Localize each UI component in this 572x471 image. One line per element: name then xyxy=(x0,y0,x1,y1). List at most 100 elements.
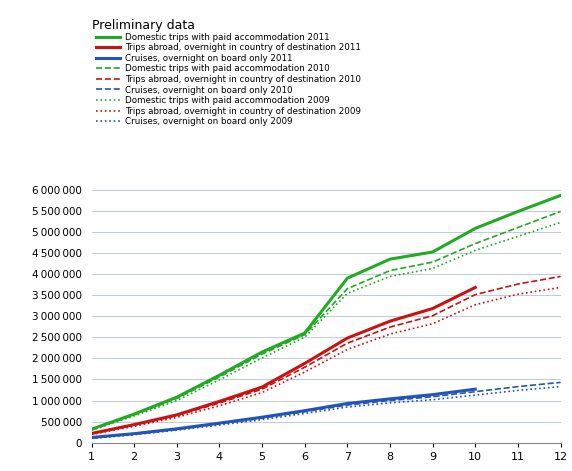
Domestic trips with paid accommodation 2011 xyxy=(344,276,351,281)
Trips abroad, overnight in country of destination 2010 xyxy=(514,281,521,287)
Line: Trips abroad, overnight in country of destination 2009: Trips abroad, overnight in country of de… xyxy=(92,287,561,435)
Cruises, overnight on board only 2011 xyxy=(472,386,479,392)
Trips abroad, overnight in country of destination 2009 xyxy=(88,432,95,438)
Domestic trips with paid accommodation 2009 xyxy=(472,247,479,253)
Domestic trips with paid accommodation 2010 xyxy=(387,268,394,273)
Trips abroad, overnight in country of destination 2011 xyxy=(344,335,351,341)
Line: Cruises, overnight on board only 2010: Cruises, overnight on board only 2010 xyxy=(92,382,561,438)
Cruises, overnight on board only 2009 xyxy=(429,397,436,403)
Trips abroad, overnight in country of destination 2010 xyxy=(344,341,351,346)
Trips abroad, overnight in country of destination 2011 xyxy=(259,384,265,390)
Cruises, overnight on board only 2010 xyxy=(88,435,95,441)
Cruises, overnight on board only 2011 xyxy=(88,435,95,440)
Cruises, overnight on board only 2009 xyxy=(557,384,564,390)
Trips abroad, overnight in country of destination 2009 xyxy=(514,292,521,297)
Line: Cruises, overnight on board only 2011: Cruises, overnight on board only 2011 xyxy=(92,389,475,438)
Cruises, overnight on board only 2010 xyxy=(429,394,436,399)
Domestic trips with paid accommodation 2009 xyxy=(429,266,436,271)
Line: Domestic trips with paid accommodation 2011: Domestic trips with paid accommodation 2… xyxy=(92,195,561,429)
Cruises, overnight on board only 2011 xyxy=(429,392,436,398)
Domestic trips with paid accommodation 2009 xyxy=(131,413,138,419)
Domestic trips with paid accommodation 2009 xyxy=(514,234,521,239)
Trips abroad, overnight in country of destination 2010 xyxy=(259,386,265,392)
Trips abroad, overnight in country of destination 2011 xyxy=(173,412,180,418)
Trips abroad, overnight in country of destination 2011 xyxy=(216,398,223,404)
Domestic trips with paid accommodation 2010 xyxy=(88,427,95,433)
Cruises, overnight on board only 2010 xyxy=(514,384,521,390)
Domestic trips with paid accommodation 2010 xyxy=(173,396,180,401)
Trips abroad, overnight in country of destination 2010 xyxy=(88,431,95,437)
Line: Trips abroad, overnight in country of destination 2010: Trips abroad, overnight in country of de… xyxy=(92,276,561,434)
Trips abroad, overnight in country of destination 2009 xyxy=(131,423,138,429)
Cruises, overnight on board only 2010 xyxy=(173,427,180,432)
Trips abroad, overnight in country of destination 2011 xyxy=(131,422,138,427)
Trips abroad, overnight in country of destination 2011 xyxy=(301,361,308,366)
Legend: Domestic trips with paid accommodation 2011, Trips abroad, overnight in country : Domestic trips with paid accommodation 2… xyxy=(96,32,361,126)
Domestic trips with paid accommodation 2010 xyxy=(472,241,479,246)
Cruises, overnight on board only 2010 xyxy=(344,402,351,408)
Trips abroad, overnight in country of destination 2009 xyxy=(301,369,308,375)
Trips abroad, overnight in country of destination 2009 xyxy=(472,302,479,308)
Trips abroad, overnight in country of destination 2010 xyxy=(131,422,138,428)
Domestic trips with paid accommodation 2010 xyxy=(557,209,564,214)
Cruises, overnight on board only 2011 xyxy=(216,420,223,426)
Cruises, overnight on board only 2009 xyxy=(88,436,95,441)
Trips abroad, overnight in country of destination 2010 xyxy=(429,313,436,318)
Cruises, overnight on board only 2009 xyxy=(514,388,521,393)
Domestic trips with paid accommodation 2011 xyxy=(472,226,479,231)
Cruises, overnight on board only 2011 xyxy=(344,401,351,406)
Domestic trips with paid accommodation 2010 xyxy=(301,332,308,338)
Trips abroad, overnight in country of destination 2010 xyxy=(472,292,479,298)
Domestic trips with paid accommodation 2011 xyxy=(514,209,521,214)
Trips abroad, overnight in country of destination 2009 xyxy=(387,331,394,337)
Domestic trips with paid accommodation 2009 xyxy=(301,334,308,340)
Cruises, overnight on board only 2009 xyxy=(472,392,479,398)
Domestic trips with paid accommodation 2010 xyxy=(429,260,436,265)
Cruises, overnight on board only 2010 xyxy=(387,398,394,403)
Cruises, overnight on board only 2011 xyxy=(387,396,394,402)
Domestic trips with paid accommodation 2011 xyxy=(88,426,95,432)
Domestic trips with paid accommodation 2010 xyxy=(131,412,138,418)
Domestic trips with paid accommodation 2009 xyxy=(216,377,223,382)
Trips abroad, overnight in country of destination 2009 xyxy=(216,403,223,409)
Domestic trips with paid accommodation 2010 xyxy=(259,351,265,357)
Domestic trips with paid accommodation 2009 xyxy=(557,219,564,225)
Trips abroad, overnight in country of destination 2011 xyxy=(387,318,394,324)
Cruises, overnight on board only 2010 xyxy=(472,389,479,395)
Line: Cruises, overnight on board only 2009: Cruises, overnight on board only 2009 xyxy=(92,387,561,439)
Domestic trips with paid accommodation 2010 xyxy=(216,374,223,380)
Cruises, overnight on board only 2009 xyxy=(301,411,308,416)
Cruises, overnight on board only 2010 xyxy=(216,421,223,427)
Text: Preliminary data: Preliminary data xyxy=(92,19,194,32)
Domestic trips with paid accommodation 2011 xyxy=(387,256,394,262)
Domestic trips with paid accommodation 2011 xyxy=(216,373,223,378)
Trips abroad, overnight in country of destination 2010 xyxy=(301,365,308,370)
Trips abroad, overnight in country of destination 2009 xyxy=(173,414,180,420)
Domestic trips with paid accommodation 2009 xyxy=(344,291,351,296)
Domestic trips with paid accommodation 2011 xyxy=(429,249,436,255)
Cruises, overnight on board only 2010 xyxy=(131,431,138,437)
Domestic trips with paid accommodation 2009 xyxy=(387,274,394,279)
Domestic trips with paid accommodation 2011 xyxy=(259,349,265,355)
Trips abroad, overnight in country of destination 2010 xyxy=(387,324,394,330)
Cruises, overnight on board only 2009 xyxy=(387,400,394,406)
Cruises, overnight on board only 2010 xyxy=(557,380,564,385)
Domestic trips with paid accommodation 2009 xyxy=(173,398,180,403)
Domestic trips with paid accommodation 2011 xyxy=(557,193,564,198)
Domestic trips with paid accommodation 2010 xyxy=(514,225,521,230)
Trips abroad, overnight in country of destination 2009 xyxy=(344,347,351,352)
Cruises, overnight on board only 2009 xyxy=(259,417,265,422)
Cruises, overnight on board only 2009 xyxy=(173,427,180,433)
Trips abroad, overnight in country of destination 2011 xyxy=(88,430,95,436)
Domestic trips with paid accommodation 2009 xyxy=(259,355,265,361)
Domestic trips with paid accommodation 2009 xyxy=(88,428,95,433)
Trips abroad, overnight in country of destination 2009 xyxy=(557,284,564,290)
Trips abroad, overnight in country of destination 2011 xyxy=(472,284,479,290)
Cruises, overnight on board only 2011 xyxy=(131,431,138,437)
Trips abroad, overnight in country of destination 2010 xyxy=(173,413,180,418)
Domestic trips with paid accommodation 2011 xyxy=(301,330,308,336)
Trips abroad, overnight in country of destination 2011 xyxy=(429,306,436,311)
Trips abroad, overnight in country of destination 2009 xyxy=(259,390,265,395)
Cruises, overnight on board only 2009 xyxy=(216,422,223,428)
Cruises, overnight on board only 2011 xyxy=(301,408,308,414)
